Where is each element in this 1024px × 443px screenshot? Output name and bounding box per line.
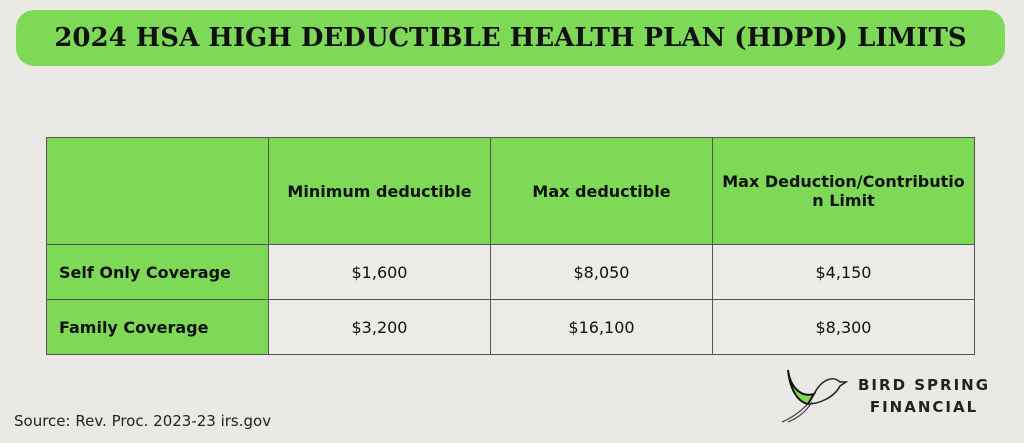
header-cell-empty: [46, 137, 269, 245]
page-title: 2024 HSA HIGH DEDUCTIBLE HEALTH PLAN (HD…: [16, 10, 1005, 66]
cell-value: $8,050: [490, 244, 713, 300]
cell-value: $16,100: [490, 299, 713, 355]
logo-text-line1: BIRD SPRING: [858, 376, 991, 394]
header-min-deductible: Minimum deductible: [268, 137, 491, 245]
table-row: Self Only Coverage $1,600 $8,050 $4,150: [46, 244, 975, 300]
bird-logo-icon: [781, 369, 849, 423]
hsa-limits-table: Minimum deductible Max deductible Max De…: [46, 137, 975, 355]
cell-value: $1,600: [268, 244, 491, 300]
logo-text-line2: FINANCIAL: [869, 398, 979, 416]
row-label: Family Coverage: [46, 299, 269, 355]
source-note: Source: Rev. Proc. 2023-23 irs.gov: [14, 412, 272, 430]
header-max-deductible: Max deductible: [490, 137, 713, 245]
cell-value: $3,200: [268, 299, 491, 355]
bird-spring-logo: BIRD SPRING FINANCIAL: [778, 368, 990, 424]
row-label: Self Only Coverage: [46, 244, 269, 300]
table-row: Family Coverage $3,200 $16,100 $8,300: [46, 299, 975, 355]
header-max-contribution: Max Deduction/Contribution Limit: [712, 137, 975, 245]
cell-value: $8,300: [712, 299, 975, 355]
table-header-row: Minimum deductible Max deductible Max De…: [46, 137, 975, 245]
cell-value: $4,150: [712, 244, 975, 300]
